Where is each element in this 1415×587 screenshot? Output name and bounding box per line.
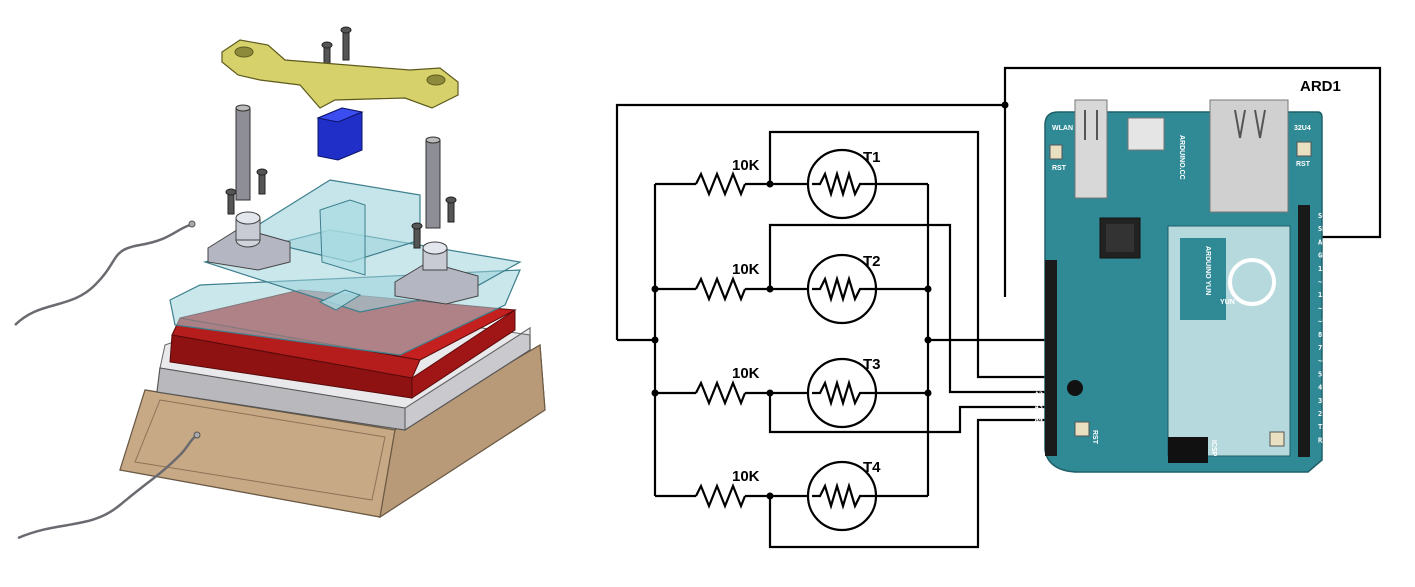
- pin-label: 5V: [1035, 316, 1044, 324]
- pin-label: ~6: [1318, 357, 1326, 365]
- arduino-yun-board: ARDUINO YUN ARDUINO.CC WLAN RST 32U4 RST…: [1022, 99, 1339, 473]
- wlan-label: WLAN: [1052, 125, 1073, 132]
- thermocouple-wire-upper: [14, 223, 191, 326]
- left-pin-header: [1045, 260, 1057, 456]
- thermistor-label-2: T2: [863, 253, 881, 270]
- resistor-label-2: 10K: [732, 261, 760, 278]
- branch-1: 10K T1: [655, 130, 1045, 379]
- pin-label: AREF: [1318, 238, 1335, 246]
- resistor-4: [695, 483, 747, 509]
- base-enclosure: [119, 343, 546, 519]
- rst-label-right: RST: [1296, 161, 1311, 168]
- board-reference-label: ARD1: [1300, 78, 1341, 95]
- pin-label: GND: [1318, 252, 1331, 260]
- pin-label: A2: [1035, 391, 1043, 399]
- pin-label: 4: [1318, 384, 1322, 392]
- icsp-header: [1168, 437, 1208, 463]
- wire-to-scl-sda: [1003, 66, 1382, 297]
- pin-label: 5: [1318, 370, 1322, 378]
- pin-label: 3: [1318, 397, 1322, 405]
- pin-label: SDA: [1318, 225, 1331, 233]
- ethernet-port: [1209, 99, 1289, 213]
- icsp-label: ICSP: [1210, 440, 1217, 457]
- right-pin-labels: SCL SDA AREF GND 13 ~12 11 ~10 ~9 8 7 ~6 5 4 3 2 TX->1 RX…: [1318, 212, 1339, 444]
- pin-label: 13: [1318, 265, 1326, 273]
- thermocouple-wire-lower: [17, 434, 197, 540]
- right-pin-header: [1298, 205, 1310, 457]
- exploded-assembly-view: [14, 26, 546, 540]
- resistor-3: [695, 380, 747, 406]
- branch-3: 10K T3: [655, 356, 1045, 434]
- pin-label: RX<-0: [1318, 436, 1339, 444]
- junction-dot: [1001, 101, 1009, 109]
- pin-label: GND: [1030, 328, 1043, 336]
- usb-host-port: [1074, 99, 1108, 199]
- pin-label: 3.3V: [1026, 303, 1044, 311]
- circuit-schematic: 10K T1 10K T2 10K T3: [615, 66, 1382, 549]
- pin-label: Vin: [1030, 353, 1043, 361]
- pin-label: ~10: [1318, 304, 1331, 312]
- pin-label: ~9: [1318, 318, 1326, 326]
- sensor-block: [316, 107, 364, 161]
- thermistor-label-1: T1: [863, 149, 881, 166]
- resistor-label-4: 10K: [732, 468, 760, 485]
- thermistor-label-3: T3: [863, 356, 881, 373]
- rst-label-bottom: RST: [1091, 430, 1098, 445]
- pin-label: A5: [1035, 428, 1043, 436]
- micro-usb-port: [1127, 117, 1165, 151]
- board-site: ARDUINO.CC: [1178, 135, 1185, 180]
- pin-label: A0: [1035, 366, 1043, 374]
- pin-label: TX->1: [1318, 423, 1339, 431]
- board-name: ARDUINO YUN: [1204, 246, 1211, 295]
- wire-outer-loop: [615, 103, 1005, 340]
- pin-label: A3: [1035, 403, 1043, 411]
- resistor-label-1: 10K: [732, 157, 760, 174]
- pin-label: SCL: [1318, 212, 1331, 220]
- pin-label: A1: [1035, 378, 1043, 386]
- resistor-2: [695, 276, 747, 302]
- pin-label: ~12: [1318, 278, 1331, 286]
- rst-label-left: RST: [1052, 165, 1067, 172]
- branch-4: 10K T4: [655, 418, 1045, 549]
- pin-label: 2: [1318, 410, 1322, 418]
- pin-label: 8: [1318, 331, 1322, 339]
- pin-label: 7: [1318, 344, 1322, 352]
- mcu-label: 32U4: [1294, 125, 1311, 132]
- pin-label: A4: [1035, 416, 1043, 424]
- resistor-1: [695, 171, 747, 197]
- pin-label: 11: [1318, 291, 1326, 299]
- yun-label: YUN: [1220, 299, 1235, 306]
- mounting-foot-right: [394, 241, 479, 305]
- branch-2: 10K T2: [655, 223, 1045, 394]
- screws: [225, 26, 457, 249]
- sensor-bracket: [221, 39, 459, 109]
- pin-label: IOREF: [1022, 278, 1043, 286]
- pin-label: GND: [1030, 341, 1043, 349]
- pin-label: RESET: [1022, 291, 1043, 299]
- resistor-label-3: 10K: [732, 365, 760, 382]
- left-pin-labels: IOREF RESET 3.3V 5V GND GND Vin A0 A1 A2 A3 A4 A5: [1022, 278, 1044, 436]
- support-posts: [235, 104, 441, 229]
- mounting-foot-left: [207, 211, 291, 271]
- thermistor-label-4: T4: [863, 459, 881, 476]
